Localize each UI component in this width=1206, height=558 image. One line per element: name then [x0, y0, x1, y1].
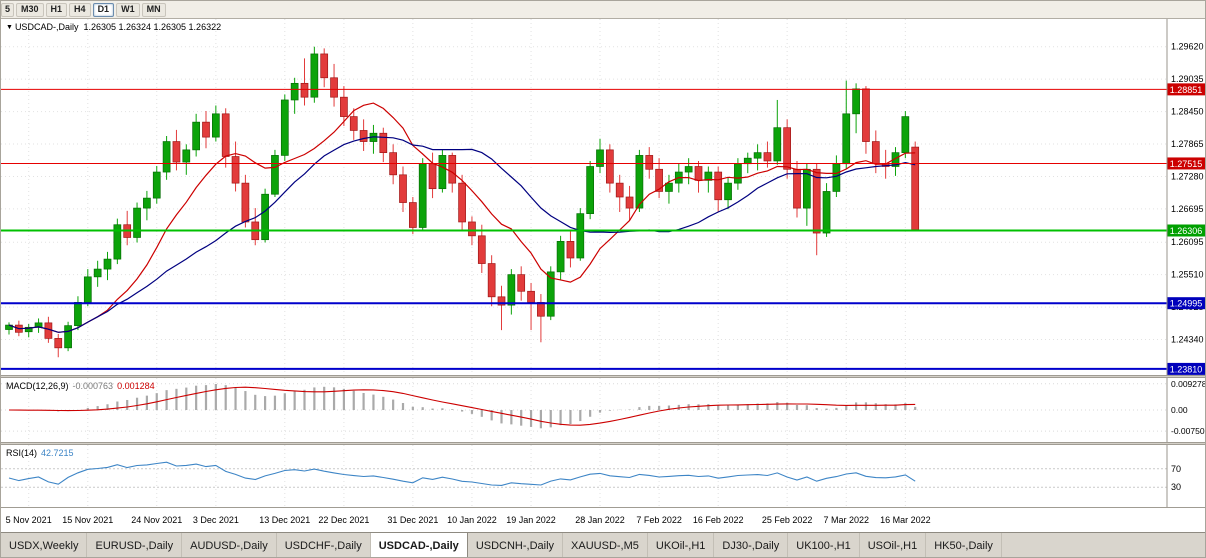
chart-collapse-icon[interactable]: ▼: [6, 24, 13, 31]
chart-symbol-label: USDCAD-,Daily: [14, 22, 79, 32]
macd-label: MACD(12,26,9) -0.000763 0.001284: [6, 381, 155, 391]
timeframe-button-w1[interactable]: W1: [116, 2, 140, 17]
svg-text:1.23810: 1.23810: [1170, 364, 1203, 374]
chart-tab[interactable]: HK50-,Daily: [926, 533, 1002, 557]
price-axis-label: 1.29620: [1171, 42, 1204, 52]
timeframe-button-h4[interactable]: H4: [69, 2, 91, 17]
panel-splitter[interactable]: [1, 442, 1205, 445]
chart-tab[interactable]: AUDUSD-,Daily: [182, 533, 277, 557]
price-axis-label: 1.25510: [1171, 270, 1204, 280]
timeframe-button-m30[interactable]: M30: [16, 2, 44, 17]
time-axis-label: 5 Nov 2021: [5, 515, 52, 525]
price-level-lines[interactable]: 1.28851 1.27515 1.26306 1.24995 1.23810: [1, 83, 1205, 375]
price-badge: [1167, 297, 1205, 310]
chart-tab[interactable]: UKOil-,H1: [648, 533, 715, 557]
time-axis-label: 28 Jan 2022: [575, 515, 625, 525]
time-axis-label: 7 Feb 2022: [636, 515, 682, 525]
rsi-value: 42.7215: [41, 448, 74, 458]
time-axis-label: 13 Dec 2021: [259, 515, 311, 525]
price-axis-label: 1.27280: [1171, 171, 1204, 181]
macd-signal-line: [8, 386, 916, 426]
main-price-chart[interactable]: 1.29620 1.29035 1.28450 1.27865 1.27280 1.266…: [1, 19, 1205, 375]
chart-tab[interactable]: USDCNH-,Daily: [468, 533, 564, 557]
svg-text:1.24995: 1.24995: [1170, 299, 1203, 309]
time-axis-label: 3 Dec 2021: [192, 515, 239, 525]
chart-tab[interactable]: XAUUSD-,M5: [563, 533, 648, 557]
chart-title: ▼ USDCAD-,Daily 1.26305 1.26324 1.26305 1.…: [6, 22, 221, 32]
price-axis-label: 1.26095: [1171, 237, 1204, 247]
main-chart-panel[interactable]: 1.29620 1.29035 1.28450 1.27865 1.27280 1.266…: [1, 19, 1205, 375]
macd-histogram: [17, 384, 917, 429]
rsi-axis-label: 70: [1171, 464, 1181, 474]
chart-tab[interactable]: UK100-,H1: [788, 533, 860, 557]
timeframe-button-m5[interactable]: 5: [1, 2, 15, 17]
chart-tab[interactable]: DJ30-,Daily: [714, 533, 789, 557]
time-axis-label: 25 Feb 2022: [761, 515, 813, 525]
macd-signal-value: 0.001284: [117, 381, 155, 391]
macd-axis-label: 0.009278: [1171, 379, 1205, 389]
ma-fast-line: [8, 102, 916, 333]
rsi-name: RSI(14): [6, 448, 38, 458]
macd-panel-chart[interactable]: 0.009278 0.00 -0.00750: [1, 378, 1205, 442]
chart-quote-values: 1.26305 1.26324 1.26305 1.26322: [83, 22, 222, 32]
rsi-axis-label: 30: [1171, 482, 1181, 492]
price-axis-label: 1.27865: [1171, 139, 1204, 149]
timeframe-button-mn[interactable]: MN: [141, 2, 166, 17]
price-badge: [1167, 224, 1205, 237]
price-badge: [1167, 157, 1205, 170]
time-axis-label: 16 Mar 2022: [880, 515, 931, 525]
time-axis-label: 7 Mar 2022: [823, 515, 870, 525]
chart-tab[interactable]: USOil-,H1: [860, 533, 927, 557]
ma-slow-line: [8, 136, 916, 333]
main-grid: [1, 19, 1167, 375]
macd-name: MACD(12,26,9): [6, 381, 69, 391]
price-axis-label: 1.29035: [1171, 74, 1204, 84]
price-badge: [1167, 362, 1205, 375]
rsi-indicator-panel[interactable]: 70 30 RSI(14) 42.7215: [1, 445, 1205, 507]
chart-tab[interactable]: USDX,Weekly: [1, 533, 88, 557]
chart-tabs-bar: USDX,Weekly EURUSD-,Daily AUDUSD-,Daily …: [1, 532, 1205, 557]
time-axis-label: 31 Dec 2021: [387, 515, 439, 525]
chart-tab[interactable]: USDCAD-,Daily: [370, 533, 468, 557]
rsi-line: [8, 461, 916, 486]
time-axis-label: 24 Nov 2021: [131, 515, 183, 525]
macd-indicator-panel[interactable]: 0.009278 0.00 -0.00750 MACD(12,26,9) -0.000…: [1, 378, 1205, 442]
chart-tab[interactable]: USDCHF-,Daily: [277, 533, 371, 557]
chart-tab[interactable]: EURUSD-,Daily: [87, 533, 183, 557]
macd-main-value: -0.000763: [72, 381, 114, 391]
rsi-label: RSI(14) 42.7215: [6, 448, 74, 458]
svg-text:1.27515: 1.27515: [1170, 159, 1203, 169]
time-axis-label: 22 Dec 2021: [318, 515, 370, 525]
time-axis-label: 10 Jan 2022: [447, 515, 497, 525]
macd-axis-label: 0.00: [1171, 405, 1188, 415]
timeframe-toolbar: 5 M30 H1 H4 D1 W1 MN: [1, 1, 1205, 19]
svg-text:1.28851: 1.28851: [1170, 85, 1203, 95]
timeframe-button-h1[interactable]: H1: [45, 2, 68, 17]
rsi-panel-chart[interactable]: 70 30: [1, 445, 1205, 507]
price-axis-label: 1.24340: [1171, 335, 1204, 345]
svg-text:1.26306: 1.26306: [1170, 226, 1203, 236]
timeframe-button-d1[interactable]: D1: [92, 2, 115, 17]
panel-splitter[interactable]: [1, 375, 1205, 378]
macd-axis-label: -0.00750: [1171, 426, 1205, 436]
time-axis[interactable]: 5 Nov 2021 15 Nov 2021 24 Nov 2021 3 Dec 20…: [1, 507, 1205, 532]
price-axis-label: 1.26695: [1171, 204, 1204, 214]
candlesticks[interactable]: [5, 46, 920, 358]
price-badge: [1167, 83, 1205, 96]
time-axis-label: 19 Jan 2022: [506, 515, 556, 525]
time-axis-label: 16 Feb 2022: [692, 515, 744, 525]
time-axis-label: 15 Nov 2021: [62, 515, 114, 525]
price-axis-label: 1.28450: [1171, 107, 1204, 117]
